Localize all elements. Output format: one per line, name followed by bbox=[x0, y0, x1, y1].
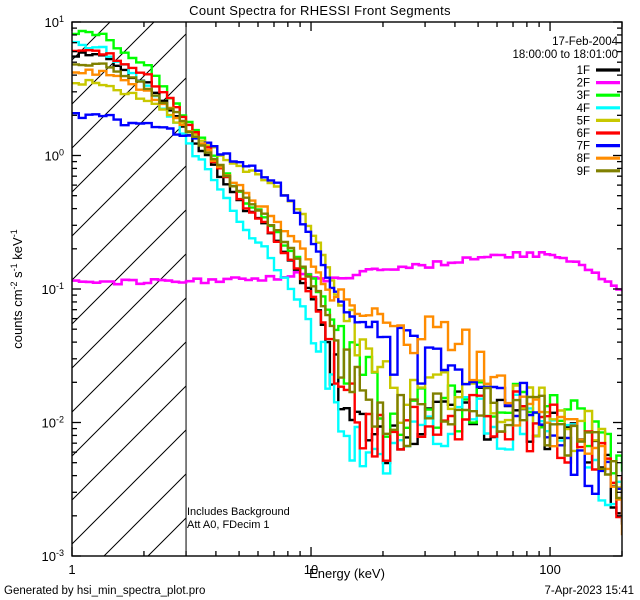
y-tick-label: 101 bbox=[45, 14, 64, 30]
x-axis-ticks: 1 10 100 bbox=[68, 22, 623, 577]
footer-generator: Generated by hsi_min_spectra_plot.pro bbox=[4, 585, 206, 597]
legend-label-2F: 2F bbox=[577, 78, 590, 90]
spectra-curves bbox=[72, 29, 622, 536]
y-tick-label: 10-2 bbox=[42, 415, 64, 431]
y-axis-title-exp2: -1 bbox=[9, 263, 19, 271]
x-tick-label: 100 bbox=[539, 562, 561, 577]
page-title: Count Spectra for RHESSI Front Segments bbox=[189, 3, 451, 18]
legend-label-6F: 6F bbox=[577, 128, 590, 140]
observation-time-range: 18:00:00 to 18:01:00 bbox=[512, 49, 618, 61]
legend-label-7F: 7F bbox=[577, 141, 590, 153]
annotation-attenuator: Att A0, FDecim 1 bbox=[187, 519, 270, 531]
excluded-energy-hatch bbox=[72, 22, 187, 556]
y-tick-label: 100 bbox=[45, 148, 64, 164]
legend-label-5F: 5F bbox=[577, 115, 590, 127]
x-tick-label: 10 bbox=[304, 562, 318, 577]
x-axis-title: Energy (keV) bbox=[309, 566, 385, 581]
y-axis-ticks: 10-3 10-2 10-1 100 101 bbox=[42, 14, 622, 564]
y-axis-title-exp1: -2 bbox=[9, 281, 19, 289]
legend-label-1F: 1F bbox=[577, 65, 590, 77]
observation-date: 17-Feb-2004 bbox=[552, 36, 618, 48]
legend-label-3F: 3F bbox=[577, 90, 590, 102]
footer-timestamp: 7-Apr-2023 15:41 bbox=[544, 585, 634, 597]
y-axis-title-base: counts cm bbox=[10, 289, 25, 348]
legend-label-4F: 4F bbox=[577, 103, 590, 115]
y-tick-label: 10-3 bbox=[42, 548, 64, 564]
y-tick-label: 10-1 bbox=[42, 281, 64, 297]
x-tick-label: 1 bbox=[68, 562, 75, 577]
y-axis-title-mid1: s bbox=[10, 271, 25, 282]
y-axis-title-exp3: -1 bbox=[9, 229, 19, 237]
legend-label-8F: 8F bbox=[577, 153, 590, 165]
annotation-background: Includes Background bbox=[187, 506, 290, 518]
y-axis-title-mid2: keV bbox=[10, 237, 25, 263]
y-axis-title: counts cm-2 s-1 keV-1 bbox=[9, 229, 25, 348]
svg-text:counts cm-2 s-1 keV-1: counts cm-2 s-1 keV-1 bbox=[9, 229, 25, 348]
legend-label-9F: 9F bbox=[577, 166, 590, 178]
